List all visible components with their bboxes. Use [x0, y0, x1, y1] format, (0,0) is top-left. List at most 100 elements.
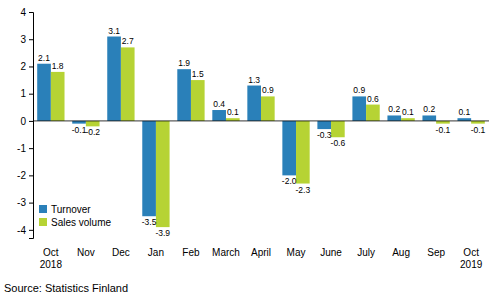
x-tick: Aug	[392, 246, 410, 258]
bar	[142, 121, 156, 216]
bar	[422, 115, 436, 120]
y-tick-mark	[29, 39, 33, 40]
source-note: Source: Statistics Finland	[4, 282, 128, 294]
y-tick-label: 0	[20, 116, 26, 127]
x-tick-label: March	[212, 247, 240, 258]
bar	[261, 96, 275, 121]
y-axis-line	[29, 13, 34, 239]
y-tick: 1	[20, 88, 33, 99]
y-tick: -3	[17, 197, 33, 208]
data-label: -0.1	[471, 125, 486, 135]
legend-swatch	[39, 205, 47, 213]
legend-swatch	[39, 218, 47, 226]
bar	[457, 118, 471, 121]
y-axis: -4 -3 -2 -1 0 1 2 3 4	[17, 7, 33, 239]
data-label: 0.1	[402, 107, 414, 117]
x-tick: Dec	[112, 246, 130, 258]
zero-line	[33, 120, 489, 121]
legend: Turnover Sales volume	[39, 204, 111, 228]
x-tick: Nov	[77, 246, 95, 258]
y-tick-mark	[29, 203, 33, 204]
chart: 2.1-0.13.1-3.51.90.41.3-2.0-0.30.90.20.2…	[0, 0, 493, 304]
x-tick-label: Nov	[77, 247, 95, 258]
x-tick-label: April	[251, 247, 271, 258]
data-label: 0.1	[227, 107, 239, 117]
data-label: 1.5	[192, 69, 204, 79]
data-label: 0.9	[262, 85, 274, 95]
bar	[86, 121, 100, 126]
data-label: 1.3	[248, 75, 260, 85]
bar	[282, 121, 296, 175]
bar	[471, 121, 485, 124]
y-tick-label: 3	[20, 34, 26, 45]
data-label: 0.2	[423, 104, 435, 114]
y-tick: -4	[17, 225, 33, 236]
bar	[177, 69, 191, 121]
bar	[191, 80, 205, 121]
data-label: 0.2	[388, 104, 400, 114]
bar	[331, 121, 345, 137]
x-tick-label: May	[287, 247, 306, 258]
x-tick-label: July	[357, 247, 375, 258]
bar	[436, 121, 450, 124]
data-label: 0.6	[367, 94, 379, 104]
data-labels: 2.1-0.13.1-3.51.90.41.3-2.0-0.30.90.20.2…	[38, 26, 485, 239]
legend-label: Sales volume	[51, 217, 111, 228]
x-tick-label: Aug	[392, 247, 410, 258]
x-axis: Oct2018 Nov Dec Jan Feb March April May June July…	[40, 246, 483, 270]
bar	[401, 118, 415, 121]
data-label: -0.6	[331, 138, 346, 148]
data-label: 1.8	[52, 61, 64, 71]
y-tick-mark	[29, 175, 33, 176]
x-tick: Jan	[148, 246, 164, 258]
bar	[51, 72, 65, 121]
x-tick-label: Oct2019	[460, 247, 483, 270]
y-tick-label: 1	[20, 88, 26, 99]
y-tick-label: 4	[20, 7, 26, 18]
bar	[387, 115, 401, 120]
x-tick-label: Sep	[427, 247, 445, 258]
legend-label: Turnover	[51, 204, 91, 215]
bar	[37, 64, 51, 121]
y-tick-mark	[29, 12, 33, 13]
x-tick: Oct2019	[460, 246, 483, 270]
bar	[212, 110, 226, 121]
y-tick-label: 2	[20, 61, 26, 72]
y-tick-label: -2	[17, 170, 26, 181]
y-tick: 2	[20, 61, 33, 72]
x-tick: Feb	[182, 246, 200, 258]
y-tick: 0	[20, 116, 33, 127]
bars	[37, 37, 485, 228]
data-label: 2.7	[122, 36, 134, 46]
bar	[156, 121, 170, 227]
x-tick: March	[212, 246, 240, 258]
data-label: 0.9	[353, 85, 365, 95]
y-tick: -2	[17, 170, 33, 181]
bar	[247, 86, 261, 121]
legend-item: Sales volume	[39, 217, 111, 228]
bar	[317, 121, 331, 129]
y-tick: 3	[20, 34, 33, 45]
bar	[107, 37, 121, 121]
data-label: 1.9	[178, 58, 190, 68]
data-label: -0.1	[436, 125, 451, 135]
y-tick-mark	[29, 230, 33, 231]
y-tick-mark	[29, 121, 33, 122]
data-label: 3.1	[108, 26, 120, 36]
y-tick: -1	[17, 143, 33, 154]
x-tick-label: June	[320, 247, 342, 258]
legend-item: Turnover	[39, 204, 91, 215]
bar	[366, 105, 380, 121]
y-tick-label: -1	[17, 143, 26, 154]
data-label: -0.2	[85, 127, 100, 137]
x-tick-label: Jan	[148, 247, 164, 258]
x-tick-label: Dec	[112, 247, 130, 258]
data-label: 2.1	[38, 53, 50, 63]
x-tick-label: Oct2018	[40, 247, 63, 270]
x-tick: June	[320, 246, 342, 258]
data-label: 0.4	[213, 99, 225, 109]
y-tick-mark	[29, 148, 33, 149]
bar	[352, 96, 366, 121]
x-tick: Sep	[427, 246, 445, 258]
y-tick-label: -4	[17, 225, 26, 236]
